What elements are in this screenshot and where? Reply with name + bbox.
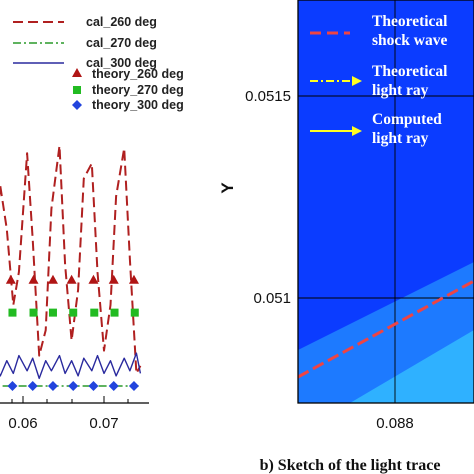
legend-label-computed-line1: Computed bbox=[372, 111, 442, 128]
legend-marker-theory-270 bbox=[73, 86, 81, 94]
left-x-tick-label-0: 0.06 bbox=[8, 415, 37, 432]
marker-theory-270-deg-5 bbox=[110, 308, 119, 317]
right-caption: b) Sketch of the light trace bbox=[260, 457, 441, 474]
y-axis-label: Y bbox=[218, 182, 237, 194]
legend-marker-theory-300 bbox=[72, 100, 82, 110]
legend-label-shock-line2: shock wave bbox=[372, 32, 447, 49]
legend-label-cal-260: cal_260 deg bbox=[86, 15, 157, 29]
right-legend: Theoretical shock wave Theoretical light… bbox=[310, 13, 448, 147]
marker-theory-260-deg-2 bbox=[47, 274, 58, 284]
left-x-tick-label-1: 0.07 bbox=[89, 415, 118, 432]
left-legend: cal_260 deg cal_270 deg cal_300 deg theo… bbox=[13, 15, 184, 112]
legend-label-theory-260: theory_260 deg bbox=[92, 67, 184, 81]
legend-label-theory-300: theory_300 deg bbox=[92, 98, 184, 112]
marker-theory-300-deg-1 bbox=[7, 381, 18, 391]
left-plot: 0.06 0.07 bbox=[0, 144, 149, 432]
legend-label-computed-line2: light ray bbox=[372, 130, 429, 147]
legend-arrowhead-theoretical-ray bbox=[352, 76, 362, 86]
legend-marker-theory-260 bbox=[72, 68, 82, 77]
marker-theory-270-deg-3 bbox=[69, 308, 78, 317]
legend-label-cal-270: cal_270 deg bbox=[86, 36, 157, 50]
left-series-markers bbox=[5, 274, 139, 391]
right-plot: 0.0515 0.051 Y 0.088 Theoretical shock w… bbox=[218, 0, 474, 474]
marker-theory-260-deg-6 bbox=[128, 274, 139, 284]
marker-theory-260-deg-0 bbox=[5, 274, 16, 284]
series-line-cal-300-deg bbox=[0, 352, 142, 380]
series-line-cal-260-deg bbox=[0, 144, 142, 375]
marker-theory-300-deg-5 bbox=[88, 381, 99, 391]
marker-theory-270-deg-1 bbox=[29, 308, 38, 317]
marker-theory-270-deg-6 bbox=[130, 308, 139, 317]
legend-label-cal-300: cal_300 deg bbox=[86, 56, 157, 70]
y-tick-label-0.0515: 0.0515 bbox=[245, 88, 291, 105]
marker-theory-260-deg-5 bbox=[108, 274, 119, 284]
marker-theory-260-deg-4 bbox=[88, 274, 99, 284]
marker-theory-270-deg-4 bbox=[90, 308, 99, 317]
x-tick-label-0.088: 0.088 bbox=[376, 415, 414, 432]
marker-theory-270-deg-0 bbox=[8, 308, 17, 317]
right-plot-frame bbox=[297, 0, 474, 404]
legend-label-ray-line2: light ray bbox=[372, 82, 429, 99]
left-series-lines bbox=[0, 144, 142, 387]
marker-theory-260-deg-3 bbox=[66, 274, 77, 284]
marker-theory-270-deg-2 bbox=[48, 308, 57, 317]
legend-label-theory-270: theory_270 deg bbox=[92, 83, 184, 97]
marker-theory-300-deg-7 bbox=[128, 381, 139, 391]
marker-theory-300-deg-4 bbox=[68, 381, 79, 391]
y-tick-label-0.051: 0.051 bbox=[253, 290, 291, 307]
field-band-light bbox=[350, 330, 474, 403]
marker-theory-300-deg-2 bbox=[27, 381, 38, 391]
marker-theory-260-deg-1 bbox=[28, 274, 39, 284]
legend-label-shock-line1: Theoretical bbox=[372, 13, 448, 30]
marker-theory-300-deg-6 bbox=[108, 381, 119, 391]
legend-label-ray-line1: Theoretical bbox=[372, 63, 448, 80]
marker-theory-300-deg-3 bbox=[47, 381, 58, 391]
legend-arrowhead-computed-ray bbox=[352, 126, 362, 136]
